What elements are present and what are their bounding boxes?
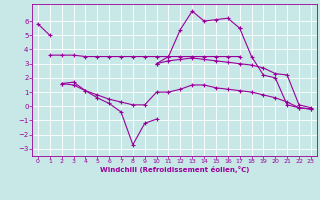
X-axis label: Windchill (Refroidissement éolien,°C): Windchill (Refroidissement éolien,°C) — [100, 166, 249, 173]
